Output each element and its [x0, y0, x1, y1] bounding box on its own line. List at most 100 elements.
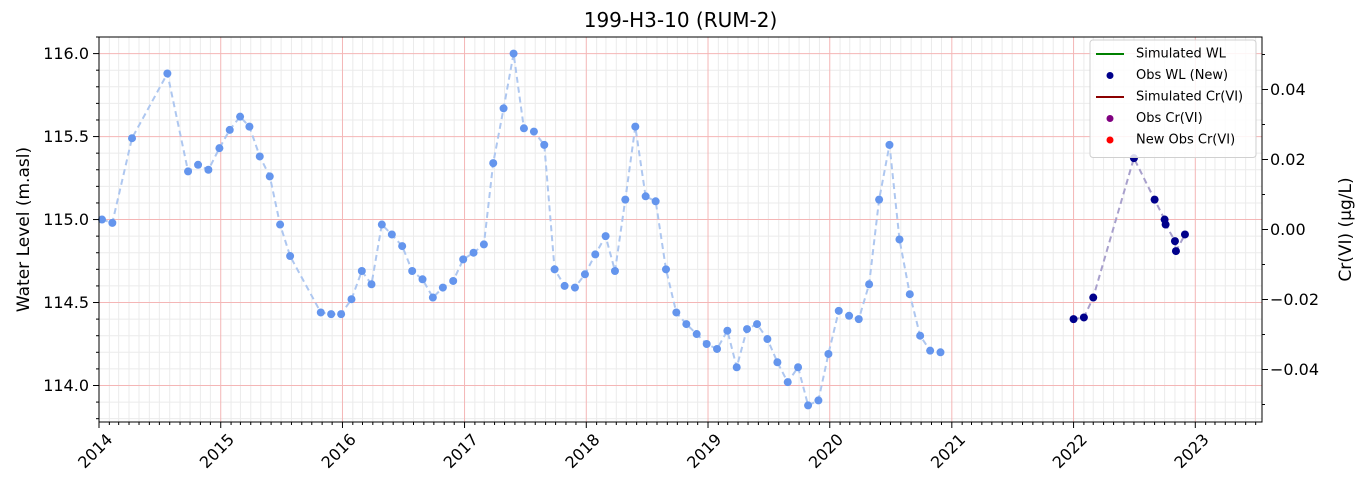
grid	[98, 36, 1262, 422]
observed-wl-historic-point	[580, 270, 589, 279]
observed-wl-historic-point	[479, 240, 488, 249]
observed-wl-historic-point	[713, 344, 722, 353]
plot-frame	[98, 36, 1263, 423]
observed-wl-new-point	[1089, 293, 1098, 302]
observed-wl-historic-point	[702, 340, 711, 349]
observed-wl-historic-point	[631, 122, 640, 131]
observed-wl-historic-point	[591, 250, 600, 259]
observed-wl-historic-point	[449, 276, 458, 285]
observed-wl-historic-point	[509, 49, 518, 58]
observed-wl-historic-point	[570, 283, 579, 292]
observed-wl-historic-point	[560, 281, 569, 290]
legend-marker-swatch	[1106, 115, 1114, 122]
observed-wl-historic-point	[773, 358, 782, 367]
legend-label: Obs WL (New)	[1136, 68, 1228, 83]
observed-wl-historic-point	[804, 401, 813, 410]
observed-wl-historic-point	[255, 152, 264, 161]
observed-wl-historic-point	[347, 295, 356, 304]
observed-wl-historic-point	[905, 290, 914, 299]
x-tick-label: 2017	[440, 430, 482, 472]
x-tick-label: 2023	[1170, 430, 1212, 472]
observed-wl-historic-point	[661, 265, 670, 274]
observed-wl-historic-point	[245, 122, 254, 131]
observed-wl-historic-point	[377, 220, 386, 229]
x-tick-label: 2014	[74, 430, 116, 472]
observed-wl-historic-point	[845, 311, 854, 320]
observed-wl-historic-point	[499, 104, 508, 113]
observed-wl-historic-point	[936, 348, 945, 357]
legend-label: Simulated WL	[1136, 47, 1227, 62]
observed-wl-historic-point	[225, 125, 234, 134]
x-tick-label: 2020	[805, 430, 847, 472]
x-tick-label: 2015	[196, 430, 238, 472]
legend-marker-swatch	[1106, 136, 1114, 144]
observed-wl-historic-point	[692, 330, 701, 339]
legend-box	[1089, 39, 1257, 158]
observed-wl-historic-point	[834, 306, 843, 315]
y-tick-label-right: −0.02	[1270, 290, 1319, 309]
legend-label: Obs Cr(VI)	[1136, 111, 1203, 126]
observed-wl-historic-point	[459, 255, 468, 264]
observed-wl-historic-point	[550, 265, 559, 274]
observed-wl-historic-point	[108, 218, 117, 227]
observed-wl-historic-point	[529, 127, 538, 136]
y-tick-label-right: 0.02	[1270, 150, 1306, 169]
observed-wl-historic-point	[885, 140, 894, 149]
y-tick-label-right: 0.04	[1270, 80, 1306, 99]
series-layer	[98, 49, 1189, 410]
observed-wl-historic-point	[540, 140, 549, 149]
observed-wl-new-line	[1073, 155, 1186, 321]
observed-wl-historic-point	[926, 346, 935, 355]
observed-wl-historic-point	[519, 124, 528, 133]
observed-wl-historic-point	[916, 331, 925, 340]
observed-wl-historic-point	[783, 378, 792, 387]
observed-wl-historic-point	[438, 283, 447, 292]
y-axis-label-right: Cr(VI) (µg/L)	[1336, 177, 1356, 281]
y-tick-label-left: 114.0	[43, 376, 89, 395]
legend: Simulated WL Obs WL (New) Simulated Cr(VI)…	[1089, 39, 1257, 158]
observed-wl-historic-point	[753, 320, 762, 329]
observed-wl-historic-point	[824, 349, 833, 358]
observed-wl-historic-point	[601, 232, 610, 241]
y-tick-label-right: 0.00	[1270, 220, 1306, 239]
chart-title: 199-H3-10 (RUM-2)	[584, 8, 778, 32]
observed-wl-new-point	[1079, 313, 1088, 322]
observed-wl-historic-point	[743, 325, 752, 334]
observed-wl-historic-point	[794, 363, 803, 372]
observed-wl-historic-point	[489, 159, 498, 168]
x-tick-label: 2019	[683, 430, 725, 472]
y-tick-label-left: 116.0	[43, 44, 89, 63]
observed-wl-new-point	[1150, 195, 1159, 204]
observed-wl-historic-point	[854, 315, 863, 324]
observed-wl-historic-point	[610, 266, 619, 275]
observed-wl-historic-point	[367, 280, 376, 289]
observed-wl-new-point	[1170, 237, 1179, 246]
observed-wl-historic-point	[357, 266, 366, 275]
observed-wl-historic-point	[215, 144, 224, 153]
observed-wl-historic-point	[651, 197, 660, 206]
observed-wl-historic-point	[723, 326, 732, 335]
observed-wl-historic-point	[398, 242, 407, 251]
x-tick-label: 2021	[927, 430, 969, 472]
observed-wl-historic-point	[265, 172, 274, 181]
observed-wl-historic-point	[732, 363, 741, 372]
observed-wl-historic-point	[641, 192, 650, 201]
observed-wl-historic-point	[163, 69, 172, 78]
observed-wl-historic-point	[276, 220, 285, 229]
observed-wl-new-point	[1161, 220, 1170, 229]
legend-label: Simulated Cr(VI)	[1136, 90, 1243, 105]
y-tick-label-left: 114.5	[43, 293, 89, 312]
observed-wl-historic-point	[337, 310, 346, 319]
observed-wl-historic-point	[814, 396, 823, 405]
observed-wl-new-point	[1069, 315, 1078, 324]
observed-wl-historic-point	[387, 230, 396, 239]
y-tick-label-left: 115.5	[43, 127, 89, 146]
observed-wl-historic-point	[316, 308, 325, 317]
observed-wl-historic-point	[408, 266, 417, 275]
x-tick-label: 2018	[561, 430, 603, 472]
observed-wl-historic-point	[128, 134, 137, 143]
observed-wl-new-point	[1171, 247, 1180, 256]
legend-marker-swatch	[1106, 72, 1114, 79]
observed-wl-historic-point	[865, 280, 874, 289]
observed-wl-historic-point	[327, 310, 336, 319]
